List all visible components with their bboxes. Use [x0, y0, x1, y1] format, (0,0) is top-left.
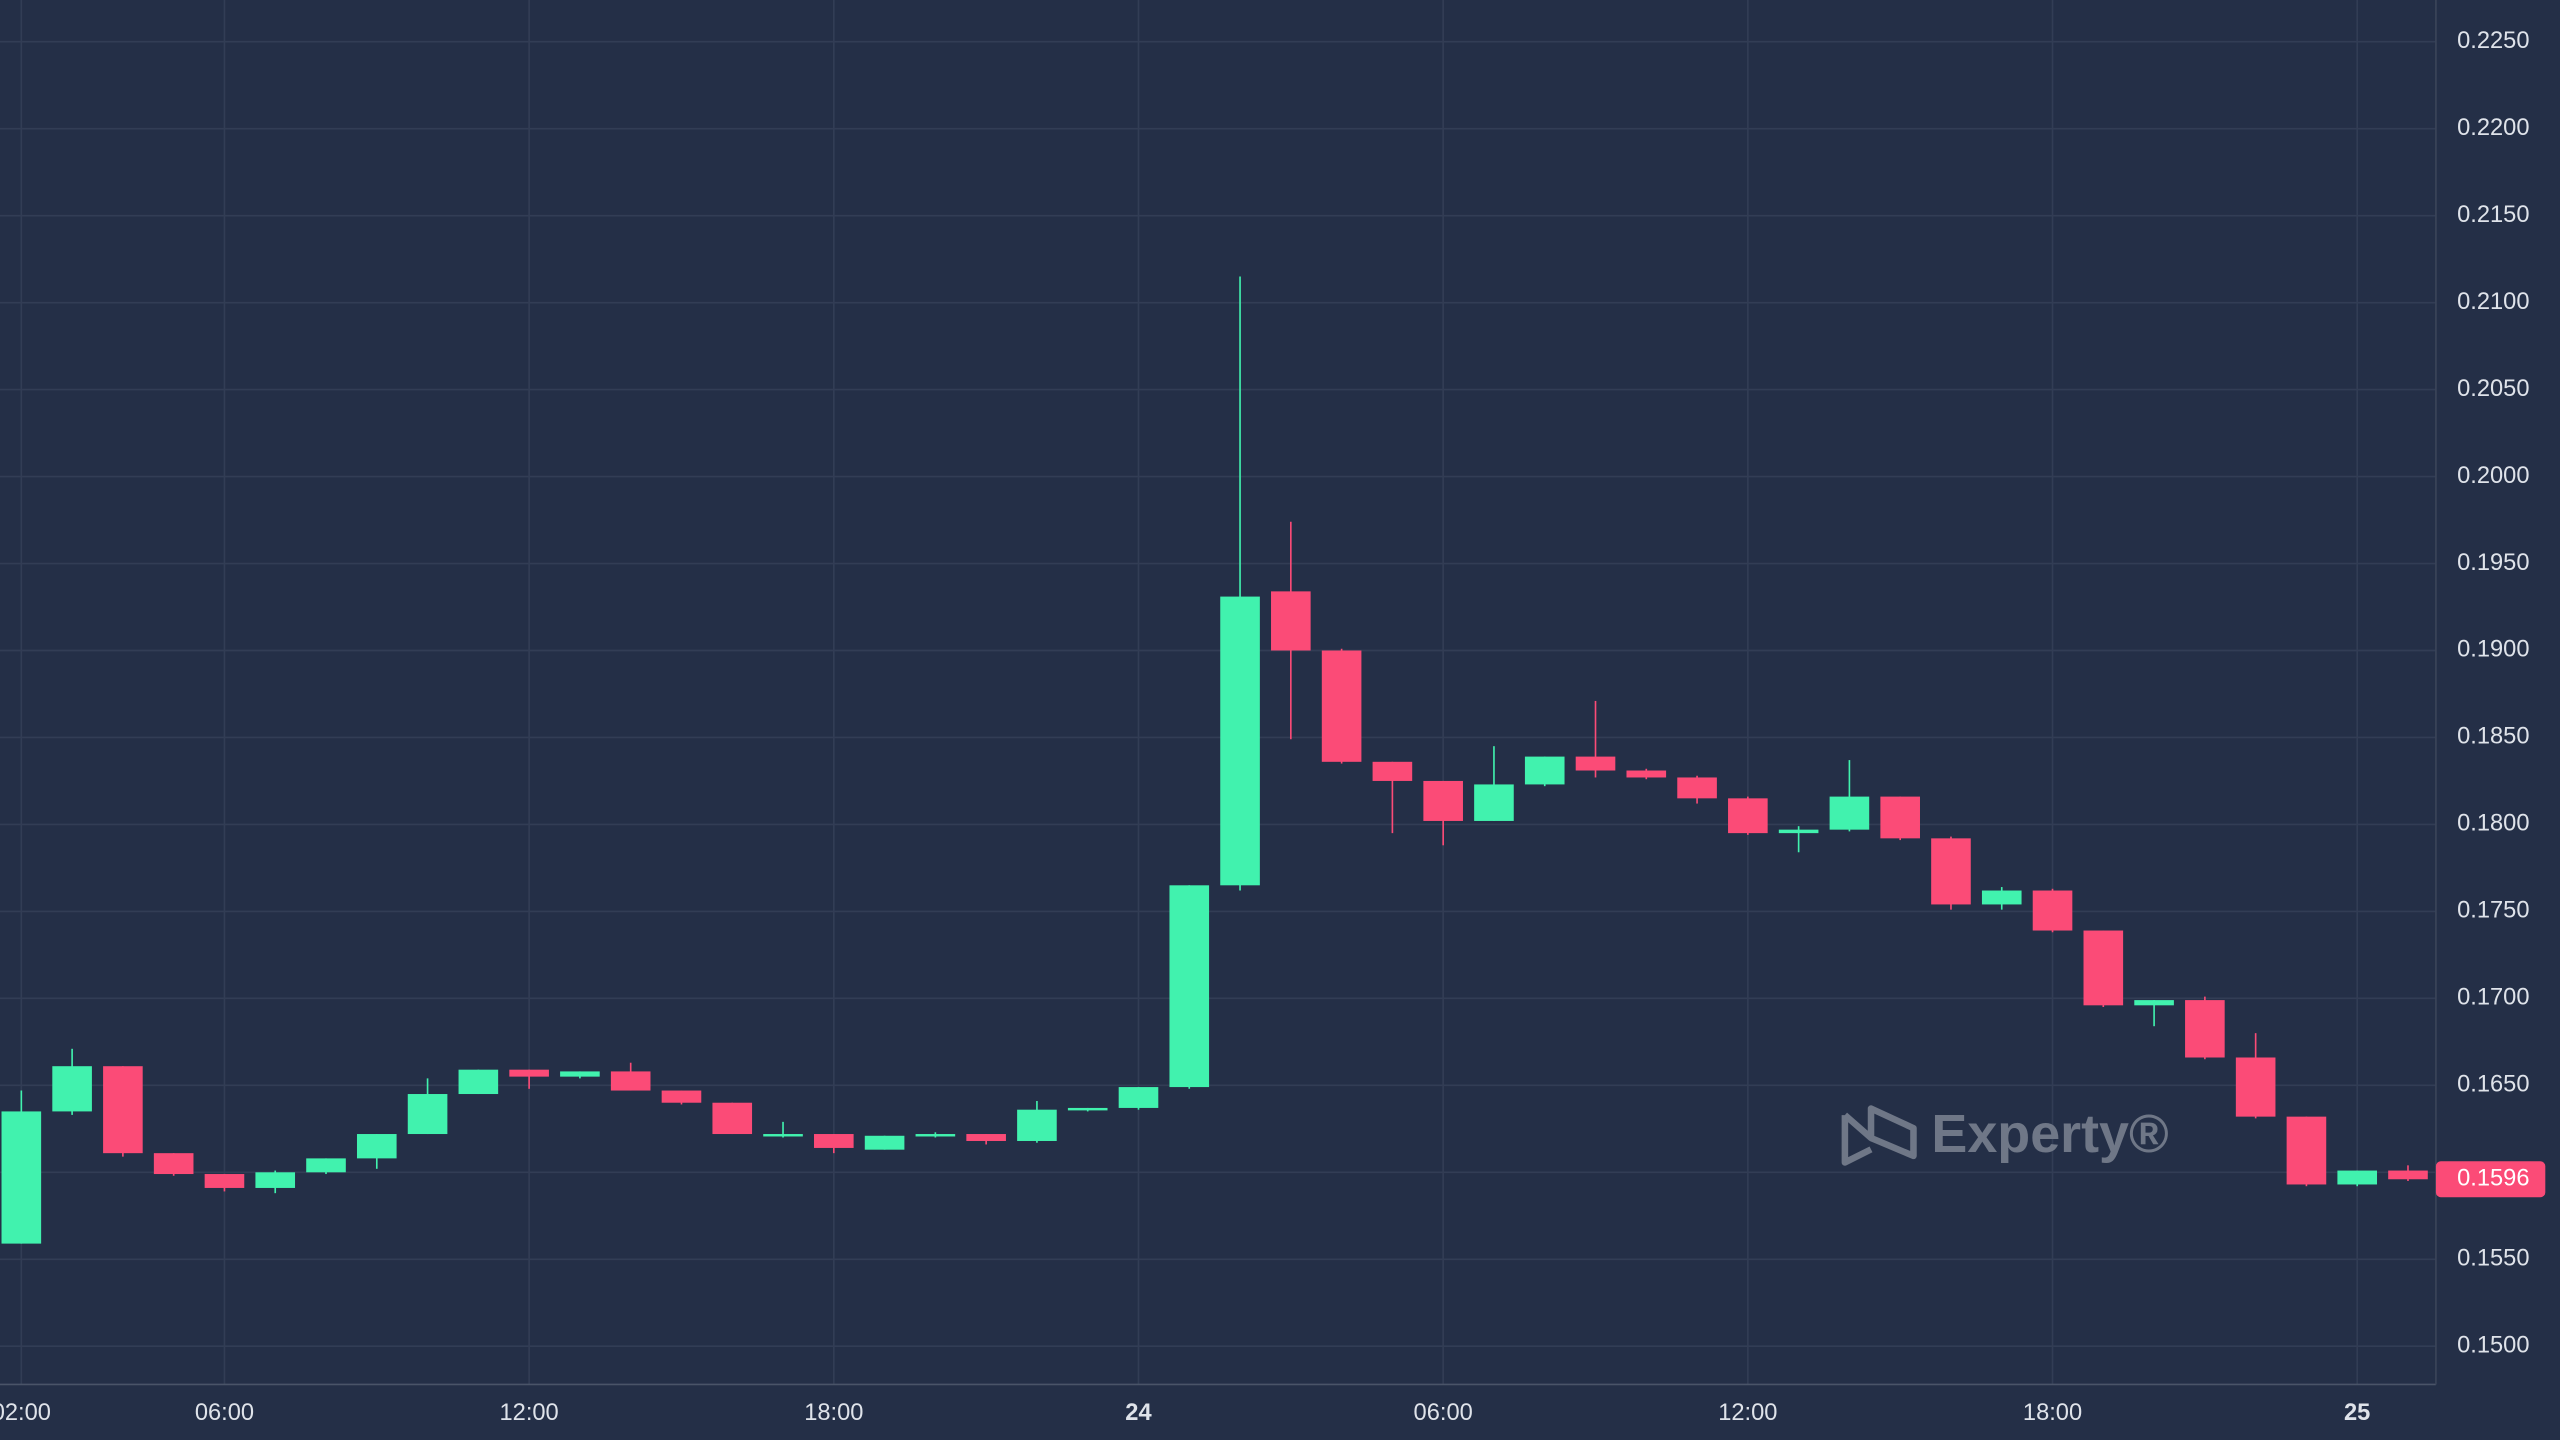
candle-body [1575, 756, 1616, 771]
candle-body [204, 1174, 245, 1188]
candles [1, 276, 2428, 1244]
candle-body [1017, 1109, 1057, 1141]
y-tick-label: 0.1700 [2457, 985, 2529, 1011]
y-tick-label: 0.1800 [2457, 811, 2529, 837]
x-tick-label: 06:00 [1414, 1400, 1473, 1426]
candle-body [1169, 885, 1210, 1088]
x-tick-label: 12:00 [500, 1400, 559, 1426]
y-tick-label: 0.2200 [2457, 115, 2529, 141]
candle-body [2337, 1170, 2378, 1185]
candle-body [2134, 1000, 2174, 1006]
x-tick-label: 18:00 [2023, 1400, 2082, 1426]
candle-body [2388, 1170, 2428, 1180]
y-tick-label: 0.2250 [2457, 28, 2529, 54]
y-tick-label: 0.2050 [2457, 376, 2529, 402]
candle-body [1626, 770, 1667, 778]
y-tick-label: 0.1750 [2457, 898, 2529, 924]
candle-body [915, 1134, 956, 1137]
last-price-label: 0.1596 [2457, 1166, 2529, 1192]
candle-body [2185, 1000, 2225, 1058]
candle-body [1, 1111, 42, 1244]
x-tick-label: 02:00 [0, 1400, 51, 1426]
candle-body [1829, 796, 1870, 830]
candle-body [52, 1066, 92, 1112]
candle-body [1981, 890, 2022, 905]
candle-body [2235, 1057, 2276, 1117]
candle-body [814, 1134, 854, 1148]
candle-body [1321, 650, 1362, 762]
candle-body [864, 1135, 905, 1150]
candle-body [356, 1134, 397, 1159]
candle-body [255, 1172, 296, 1188]
candle-body [1524, 756, 1565, 785]
y-tick-label: 0.1900 [2457, 637, 2529, 663]
candle-body [1474, 784, 1514, 821]
candle-body [1728, 798, 1768, 834]
candle-body [2032, 890, 2073, 931]
candle-body [1372, 761, 1413, 781]
candle-body [509, 1069, 549, 1077]
candle-body [1880, 796, 1920, 839]
candle-body [610, 1071, 651, 1091]
y-tick-label: 0.1500 [2457, 1332, 2529, 1358]
candle-body [1677, 777, 1717, 799]
candle-body [1220, 596, 1260, 886]
watermark-logo [1841, 1105, 1917, 1166]
candle-body [306, 1158, 346, 1173]
y-tick-label: 0.1850 [2457, 724, 2529, 750]
candle-body [560, 1071, 600, 1077]
watermark: Experty® [1931, 1104, 2168, 1164]
y-tick-label: 0.2100 [2457, 289, 2529, 315]
candle-body [763, 1134, 803, 1137]
candle-body [1778, 829, 1819, 834]
candle-body [458, 1069, 499, 1095]
x-tick-label: 18:00 [804, 1400, 863, 1426]
y-tick-label: 0.1550 [2457, 1246, 2529, 1272]
candle-body [407, 1094, 448, 1135]
candle-body [712, 1102, 753, 1135]
y-tick-label: 0.1950 [2457, 550, 2529, 576]
x-tick-label: 06:00 [195, 1400, 254, 1426]
last-price-box [2435, 1161, 2546, 1198]
candle-body [1271, 591, 1311, 651]
x-tick-label: 25 [2344, 1400, 2370, 1426]
candle-body [1067, 1107, 1108, 1111]
candle-body [661, 1090, 702, 1103]
y-tick-label: 0.1650 [2457, 1072, 2529, 1098]
candle-body [1118, 1087, 1159, 1108]
candle-body [1423, 780, 1463, 821]
candle-body [2083, 930, 2124, 1006]
x-tick-label: 12:00 [1718, 1400, 1777, 1426]
candle-body [966, 1134, 1006, 1141]
y-tick-label: 0.2150 [2457, 202, 2529, 228]
candle-body [1931, 838, 1971, 905]
candle-body [153, 1153, 194, 1175]
x-tick-label: 24 [1125, 1400, 1152, 1426]
grid [0, 0, 2436, 1385]
candle-body [103, 1066, 143, 1154]
y-tick-label: 0.2000 [2457, 463, 2529, 489]
candle-body [2286, 1116, 2327, 1185]
